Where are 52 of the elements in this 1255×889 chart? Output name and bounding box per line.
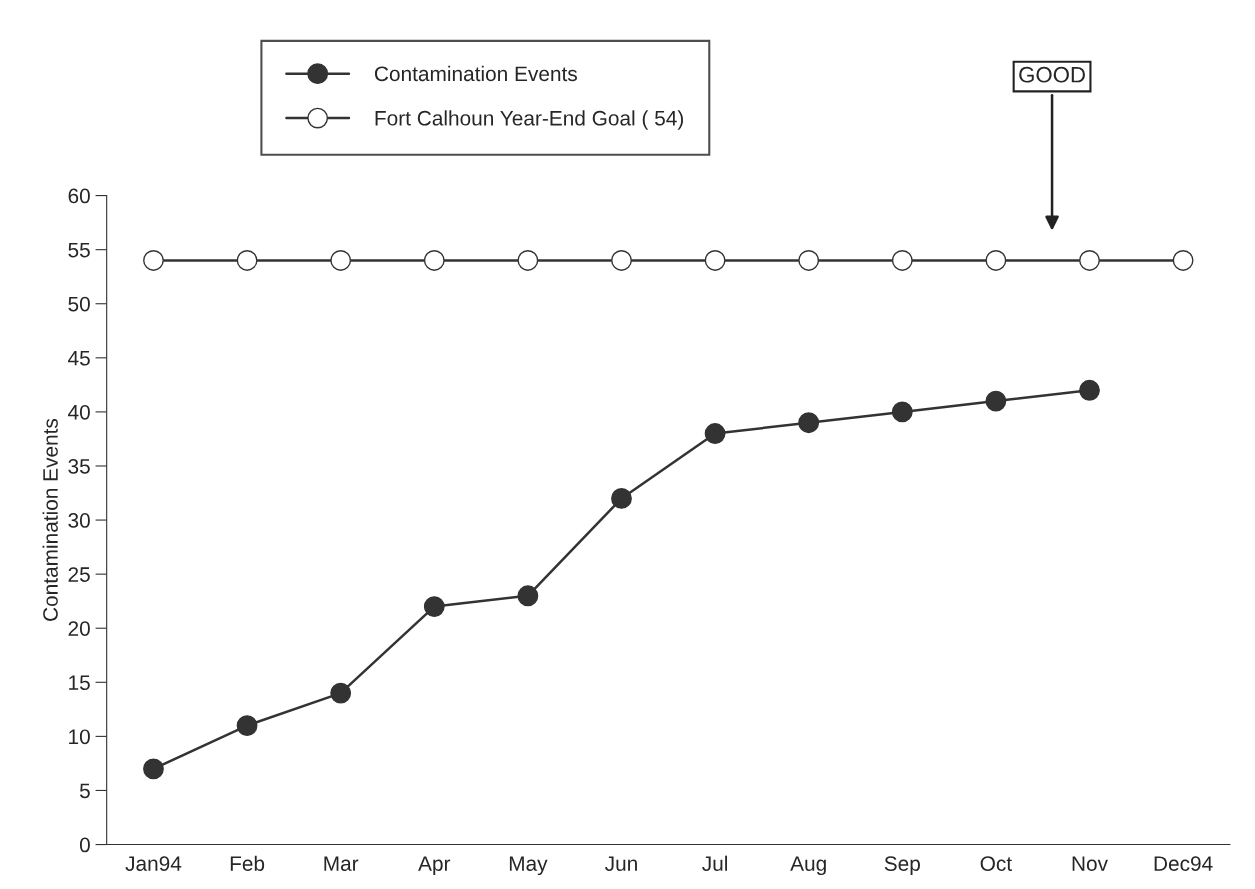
x-tick-label: Jun bbox=[605, 856, 637, 871]
y-tick-label: 20 bbox=[68, 621, 90, 636]
x-tick-label: Apr bbox=[418, 856, 451, 876]
y-tick-label: 0 bbox=[79, 837, 90, 853]
y-tick-label: 50 bbox=[68, 296, 90, 312]
y-tick-label: 55 bbox=[68, 242, 90, 258]
y-tick-label: 60 bbox=[68, 188, 90, 204]
point bbox=[1172, 250, 1194, 271]
point bbox=[704, 423, 726, 444]
x-tick-label: Dec94 bbox=[1154, 856, 1213, 871]
y-tick-label: 15 bbox=[69, 675, 90, 691]
point bbox=[611, 250, 632, 271]
x-tick-label: Oct bbox=[980, 856, 1012, 871]
point bbox=[517, 250, 539, 271]
point bbox=[143, 250, 164, 271]
legend-label: Contamination Events bbox=[374, 65, 577, 82]
point bbox=[985, 390, 1007, 412]
x-tick-label: Sep bbox=[884, 856, 920, 876]
x-tick-label: Jan94 bbox=[125, 856, 182, 871]
point bbox=[236, 715, 258, 736]
y-tick-label: 25 bbox=[68, 567, 90, 582]
x-tick-label: Nov bbox=[1072, 856, 1108, 871]
point bbox=[1079, 379, 1100, 401]
y-tick-label: 45 bbox=[68, 351, 90, 366]
y-tick-label: 5 bbox=[79, 783, 90, 799]
x-tick-label: Jul bbox=[702, 855, 728, 871]
point bbox=[798, 412, 820, 434]
x-tick-label: Mar bbox=[324, 856, 359, 871]
point bbox=[330, 682, 352, 704]
x-tick-label: May bbox=[509, 856, 548, 876]
point bbox=[236, 250, 258, 271]
x-tick-label: Feb bbox=[230, 855, 265, 871]
point bbox=[143, 758, 164, 780]
y-axis-title: Contamination Events bbox=[42, 418, 58, 621]
y-tick-label: 40 bbox=[68, 404, 90, 420]
text: GOOD bbox=[1019, 66, 1085, 83]
point bbox=[1079, 250, 1100, 271]
point bbox=[611, 488, 632, 509]
y-tick-label: 10 bbox=[69, 729, 90, 745]
point bbox=[423, 596, 445, 618]
legend-label: Fort Calhoun Year-End Goal ( 54) bbox=[375, 110, 684, 130]
point bbox=[704, 250, 726, 271]
point bbox=[891, 250, 913, 271]
point bbox=[985, 250, 1007, 271]
point bbox=[423, 250, 445, 271]
x-tick-label: Aug bbox=[790, 856, 826, 876]
point bbox=[798, 250, 820, 271]
point bbox=[891, 401, 913, 423]
point bbox=[330, 250, 352, 271]
point bbox=[517, 585, 539, 607]
y-tick-label: 30 bbox=[68, 513, 90, 528]
y-tick-label: 35 bbox=[68, 458, 90, 474]
